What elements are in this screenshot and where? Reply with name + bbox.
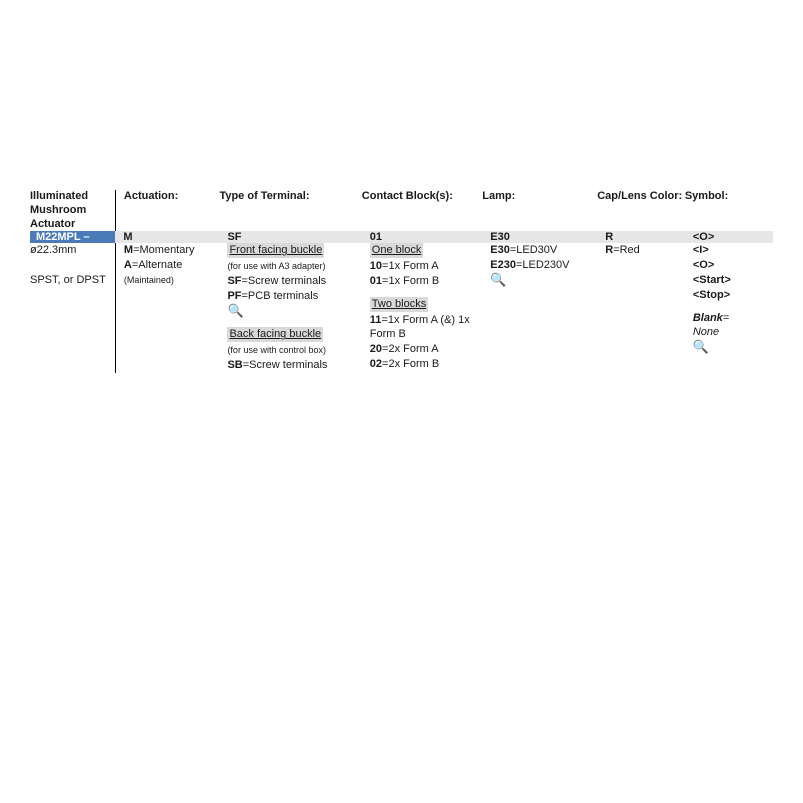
terminal-group-back: Back facing buckle [227,327,323,342]
actuation-text-a: =Alternate [132,259,182,271]
product-spec-diameter: ø22.3mm [30,244,76,256]
color-code-r: R [605,244,613,256]
header-product: Illuminated Mushroom Actuator [30,190,88,230]
actuation-code-m: M [124,244,133,256]
terminal-text-sf: =Screw terminals [242,275,327,287]
symbol-blank-val: None [693,326,719,338]
symbol-i: <I> [693,244,709,256]
options-row: ø22.3mm SPST, or DPST M=Momentary A=Alte… [30,243,773,373]
product-spec-contact: SPST, or DPST [30,274,106,286]
actuation-code-a: A [124,259,132,271]
symbol-stop: <Stop> [693,289,730,301]
example-prefix: M22MPL – [30,231,115,243]
contact-code-10: 10 [370,260,382,272]
options-product: ø22.3mm SPST, or DPST [30,243,115,373]
header-actuation: Actuation: [116,190,220,204]
contact-code-02: 02 [370,358,382,370]
terminal-group-back-sub: (for use with control box) [227,345,326,355]
options-color: R=Red [597,243,685,373]
terminal-code-pf: PF [227,290,241,302]
example-row: M22MPL – M SF 01 E30 R <O> [30,231,773,243]
header-lamp: Lamp: [482,190,597,204]
symbol-blank-eq: = [723,312,729,324]
actuation-sub-a: (Maintained) [124,275,174,285]
header-terminal: Type of Terminal: [219,190,361,204]
header-symbol: Symbol: [685,190,773,204]
example-actuation: M [115,231,132,243]
options-actuation: M=Momentary A=Alternate (Maintained) [115,243,219,373]
contact-text-02: =2x Form B [382,358,439,370]
header-color: Cap/Lens Color: [597,190,685,204]
contact-group-one: One block [370,243,424,258]
options-terminal: Front facing buckle (for use with A3 ada… [219,243,361,373]
color-text-r: =Red [613,244,640,256]
lamp-code-e30: E30 [490,244,510,256]
contact-text-11: =1x Form A (&) 1x Form B [370,314,470,341]
options-contact: One block 10=1x Form A 01=1x Form B Two … [362,243,482,373]
contact-group-two: Two blocks [370,297,428,312]
header-row: Illuminated Mushroom Actuator Actuation:… [30,190,773,231]
options-lamp: E30=LED30V E230=LED230V 🔍 [482,243,597,373]
terminal-code-sf: SF [227,275,241,287]
part-number-table: Illuminated Mushroom Actuator Actuation:… [0,0,803,373]
example-color: R [597,231,613,243]
contact-code-01: 01 [370,275,382,287]
terminal-group-front-sub: (for use with A3 adapter) [227,261,325,271]
lamp-text-e230: =LED230V [516,259,570,271]
contact-text-20: =2x Form A [382,343,439,355]
options-symbol: <I> <O> <Start> <Stop> Blank= None 🔍 [685,243,773,373]
symbol-blank-label: Blank [693,312,723,324]
lamp-text-e30: =LED30V [510,244,557,256]
example-terminal: SF [219,231,241,243]
magnifier-icon[interactable]: 🔍 [693,340,709,353]
magnifier-icon[interactable]: 🔍 [227,304,243,317]
terminal-code-sb: SB [227,359,242,371]
example-contact: 01 [362,231,382,243]
contact-code-20: 20 [370,343,382,355]
symbol-o: <O> [693,259,714,271]
terminal-group-front: Front facing buckle [227,243,324,258]
lamp-code-e230: E230 [490,259,516,271]
contact-text-10: =1x Form A [382,260,439,272]
contact-code-11: 11 [370,314,382,326]
contact-text-01: =1x Form B [382,275,439,287]
header-contact: Contact Block(s): [362,190,482,204]
magnifier-icon[interactable]: 🔍 [490,273,506,286]
example-symbol: <O> [685,231,714,243]
example-lamp: E30 [482,231,510,243]
symbol-start: <Start> [693,274,731,286]
actuation-text-m: =Momentary [133,244,194,256]
terminal-text-sb: =Screw terminals [243,359,328,371]
terminal-text-pf: =PCB terminals [242,290,319,302]
